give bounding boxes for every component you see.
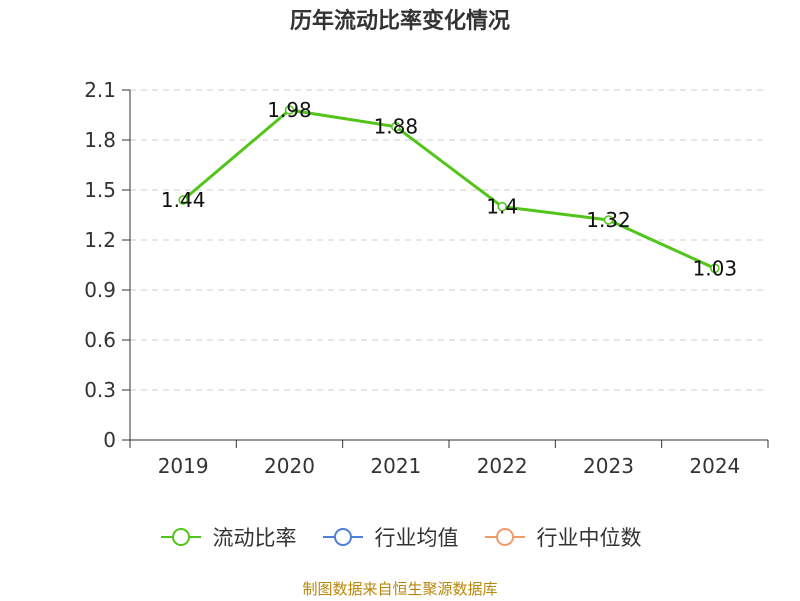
x-tick-label: 2024 (689, 454, 740, 478)
data-label: 1.88 (374, 115, 419, 139)
legend-label: 行业中位数 (536, 526, 642, 550)
legend-label: 行业均值 (374, 526, 459, 550)
data-label: 1.03 (693, 256, 738, 280)
data-point (391, 121, 401, 132)
y-tick-label: 2.1 (84, 78, 116, 102)
chart-title: 历年流动比率变化情况 (289, 9, 510, 34)
data-point (178, 195, 188, 205)
data-label: 1.44 (161, 188, 206, 212)
series-line (182, 108, 716, 270)
legend-line-icon (322, 528, 363, 546)
y-tick-label: 0.3 (84, 378, 116, 402)
data-label: 1.32 (586, 208, 631, 232)
data-point (603, 215, 614, 225)
legend-line-icon (484, 528, 525, 546)
y-tick-label: 0 (103, 428, 116, 452)
legend-item-current-ratio[interactable]: 流动比率 (159, 522, 297, 552)
legend-label: 流动比率 (212, 526, 297, 550)
y-tick-label: 1.5 (84, 178, 116, 202)
data-source-note: 制图数据来自恒生聚源数据库 (302, 580, 498, 598)
x-tick-label: 2023 (583, 454, 634, 478)
data-point (497, 201, 507, 212)
x-tick-label: 2022 (477, 454, 528, 478)
chart-legend: 流动比率 行业均值 行业中位数 (0, 520, 800, 554)
x-tick-label: 2020 (264, 454, 315, 478)
data-point (710, 263, 720, 274)
data-label: 1.98 (267, 98, 312, 122)
y-tick-label: 0.9 (84, 278, 116, 302)
legend-item-industry-median[interactable]: 行业中位数 (483, 522, 642, 552)
x-tick-label: 2019 (158, 454, 209, 478)
legend-item-industry-mean[interactable]: 行业均值 (321, 522, 459, 552)
y-tick-label: 1.8 (84, 128, 116, 152)
y-tick-label: 1.2 (84, 228, 116, 252)
y-tick-label: 0.6 (84, 328, 116, 352)
legend-line-icon (160, 528, 201, 546)
data-point (284, 105, 295, 115)
x-tick-label: 2021 (370, 454, 421, 478)
data-label: 1.4 (486, 195, 518, 219)
